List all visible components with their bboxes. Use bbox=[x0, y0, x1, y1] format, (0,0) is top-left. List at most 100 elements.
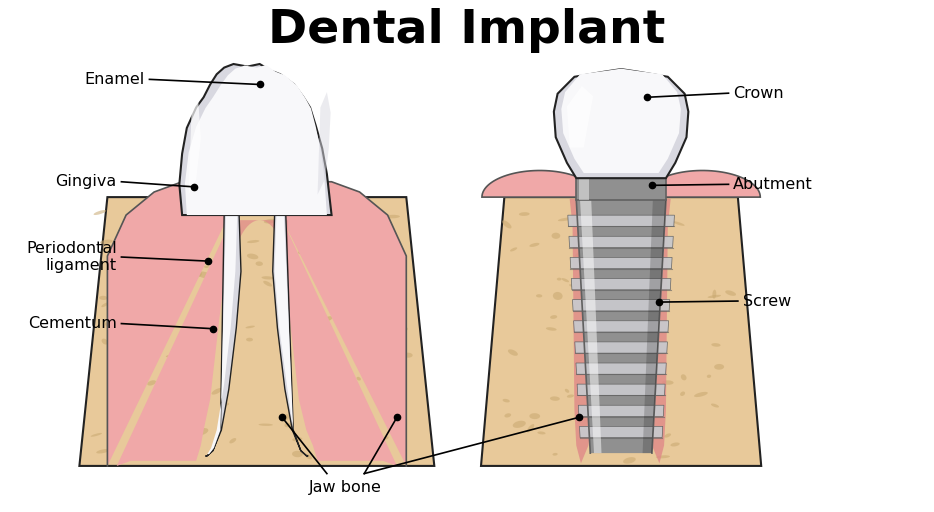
Polygon shape bbox=[579, 170, 589, 200]
Ellipse shape bbox=[284, 414, 290, 420]
Text: Dental Implant: Dental Implant bbox=[268, 8, 666, 53]
Ellipse shape bbox=[247, 240, 260, 243]
Ellipse shape bbox=[347, 229, 353, 233]
Ellipse shape bbox=[707, 375, 711, 378]
Ellipse shape bbox=[285, 423, 291, 428]
Ellipse shape bbox=[553, 453, 558, 456]
Ellipse shape bbox=[502, 399, 510, 402]
Polygon shape bbox=[482, 170, 598, 197]
Ellipse shape bbox=[365, 253, 375, 257]
Ellipse shape bbox=[396, 258, 407, 267]
Polygon shape bbox=[574, 342, 668, 353]
Polygon shape bbox=[577, 384, 665, 395]
Ellipse shape bbox=[680, 392, 685, 396]
Ellipse shape bbox=[378, 397, 385, 401]
Polygon shape bbox=[572, 279, 671, 290]
Ellipse shape bbox=[629, 221, 643, 227]
Ellipse shape bbox=[403, 353, 413, 358]
Polygon shape bbox=[205, 215, 241, 456]
Polygon shape bbox=[79, 197, 434, 466]
Ellipse shape bbox=[508, 349, 517, 356]
Ellipse shape bbox=[569, 284, 575, 287]
Ellipse shape bbox=[206, 215, 219, 220]
Polygon shape bbox=[231, 220, 289, 287]
Ellipse shape bbox=[292, 437, 303, 441]
Polygon shape bbox=[644, 170, 760, 197]
Ellipse shape bbox=[105, 322, 115, 328]
Polygon shape bbox=[207, 215, 237, 454]
Ellipse shape bbox=[606, 271, 614, 275]
Ellipse shape bbox=[118, 227, 128, 235]
Ellipse shape bbox=[346, 249, 356, 258]
Ellipse shape bbox=[604, 276, 611, 285]
Ellipse shape bbox=[552, 232, 560, 239]
Ellipse shape bbox=[628, 267, 640, 273]
Ellipse shape bbox=[567, 394, 574, 398]
Ellipse shape bbox=[665, 303, 671, 306]
Ellipse shape bbox=[345, 386, 352, 391]
Ellipse shape bbox=[622, 243, 634, 249]
Ellipse shape bbox=[311, 354, 318, 358]
Ellipse shape bbox=[725, 290, 736, 296]
Ellipse shape bbox=[256, 262, 263, 266]
Ellipse shape bbox=[632, 275, 640, 281]
Ellipse shape bbox=[603, 382, 613, 387]
Ellipse shape bbox=[384, 239, 394, 244]
Ellipse shape bbox=[550, 315, 558, 319]
Ellipse shape bbox=[211, 388, 222, 395]
Ellipse shape bbox=[163, 375, 176, 380]
Ellipse shape bbox=[598, 370, 603, 373]
Polygon shape bbox=[568, 215, 674, 226]
Ellipse shape bbox=[246, 326, 255, 328]
Ellipse shape bbox=[623, 457, 636, 464]
Polygon shape bbox=[576, 200, 666, 453]
Ellipse shape bbox=[101, 303, 109, 307]
Ellipse shape bbox=[585, 358, 591, 361]
Ellipse shape bbox=[122, 454, 128, 459]
Polygon shape bbox=[189, 97, 201, 195]
Ellipse shape bbox=[656, 455, 670, 458]
Ellipse shape bbox=[623, 315, 638, 318]
Ellipse shape bbox=[502, 220, 512, 228]
Ellipse shape bbox=[673, 221, 685, 226]
Ellipse shape bbox=[334, 408, 343, 412]
Ellipse shape bbox=[99, 296, 107, 300]
Ellipse shape bbox=[694, 392, 708, 397]
Ellipse shape bbox=[602, 258, 612, 263]
Ellipse shape bbox=[399, 326, 408, 331]
Ellipse shape bbox=[504, 413, 511, 417]
Ellipse shape bbox=[180, 359, 193, 365]
Ellipse shape bbox=[671, 442, 680, 446]
Ellipse shape bbox=[93, 210, 106, 215]
Ellipse shape bbox=[299, 314, 305, 317]
Ellipse shape bbox=[128, 332, 136, 336]
Ellipse shape bbox=[587, 302, 595, 310]
Ellipse shape bbox=[527, 424, 534, 433]
Polygon shape bbox=[570, 199, 595, 463]
Ellipse shape bbox=[623, 345, 631, 349]
Polygon shape bbox=[578, 406, 664, 417]
Ellipse shape bbox=[597, 209, 610, 212]
Ellipse shape bbox=[662, 380, 673, 385]
Polygon shape bbox=[570, 258, 672, 269]
Polygon shape bbox=[643, 200, 666, 453]
Ellipse shape bbox=[322, 262, 328, 265]
Ellipse shape bbox=[591, 417, 599, 426]
Ellipse shape bbox=[616, 397, 627, 402]
Ellipse shape bbox=[384, 436, 389, 440]
Ellipse shape bbox=[102, 338, 108, 345]
Polygon shape bbox=[576, 170, 666, 200]
Ellipse shape bbox=[530, 243, 540, 247]
Ellipse shape bbox=[305, 454, 312, 459]
Ellipse shape bbox=[565, 389, 569, 393]
Text: Cementum: Cementum bbox=[28, 316, 117, 331]
Polygon shape bbox=[280, 182, 406, 466]
Ellipse shape bbox=[510, 247, 517, 251]
Ellipse shape bbox=[125, 280, 136, 286]
Ellipse shape bbox=[519, 212, 530, 216]
Ellipse shape bbox=[191, 243, 199, 246]
Polygon shape bbox=[579, 426, 663, 438]
Ellipse shape bbox=[513, 421, 526, 428]
Ellipse shape bbox=[713, 290, 716, 298]
Ellipse shape bbox=[711, 403, 719, 408]
